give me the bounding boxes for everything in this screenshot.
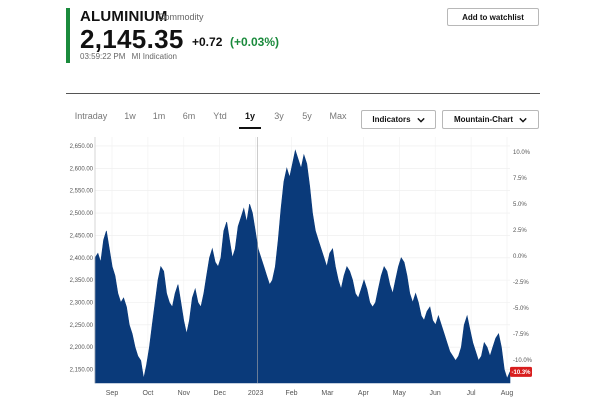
x-tick-label: Aug [501,390,514,397]
x-tick-label: 2023 [248,390,264,397]
y2-tick-label: 5.0% [513,202,527,208]
y-tick-label: 2,600.00 [70,166,94,172]
tab-6m[interactable]: 6m [182,111,196,121]
chart-type-dropdown[interactable]: Mountain-Chart [442,110,539,129]
price-change-absolute: +0.72 [192,35,223,49]
x-tick-label: Nov [178,390,191,397]
y-tick-label: 2,150.00 [70,368,94,374]
y2-tick-label: -2.5% [513,280,529,286]
y2-tick-label: -7.5% [513,332,529,338]
y2-tick-label: 2.5% [513,228,527,234]
tab-1y[interactable]: 1y [239,109,261,129]
tab-1m[interactable]: 1m [152,111,166,121]
chevron-down-icon [416,117,425,123]
y-tick-label: 2,250.00 [70,323,94,329]
y-tick-label: 2,400.00 [70,256,94,262]
y2-tick-label: 0.0% [513,254,527,260]
y-tick-label: 2,300.00 [70,300,94,306]
y2-tick-label: 7.5% [513,176,527,182]
tab-intraday[interactable]: Intraday [74,111,108,121]
timestamp-time: 03:59:22 PM [80,52,126,61]
tab-ytd[interactable]: Ytd [213,111,227,121]
x-tick-label: Sep [106,390,119,397]
price-timestamp: 03:59:22 PM MI Indication [80,52,177,61]
indicators-dropdown[interactable]: Indicators [361,110,436,129]
price-change-percent: (+0.03%) [230,35,280,49]
price-area [94,149,511,384]
y-tick-label: 2,550.00 [70,189,94,195]
current-change-badge [510,366,532,377]
chevron-down-icon [519,117,527,123]
accent-bar [66,8,70,63]
mountain-chart[interactable]: 2,650.00 2,600.00 2,550.00 2,500.00 2,450.00… [0,133,600,400]
y-tick-label: 2,350.00 [70,278,94,284]
indicators-label: Indicators [372,115,411,124]
x-tick-label: Dec [214,390,227,397]
tab-3y[interactable]: 3y [274,111,284,121]
current-price: 2,145.35 [80,24,184,54]
price-chart[interactable]: 2,650.00 2,600.00 2,550.00 2,500.00 2,450.00… [0,133,600,400]
y-tick-label: 2,500.00 [70,211,94,217]
y-tick-label: 2,650.00 [70,144,94,150]
header-divider [66,93,540,94]
y2-tick-label: 10.0% [513,150,531,156]
add-to-watchlist-button[interactable]: Add to watchlist [447,8,539,26]
timestamp-source: MI Indication [131,52,177,61]
commodity-title: ALUMINIUM [80,8,168,25]
current-change-label: -10.3% [511,370,531,376]
chart-type-label: Mountain-Chart [453,115,514,124]
x-tick-label: Jun [430,390,441,397]
x-tick-label: May [393,390,407,397]
tab-max[interactable]: Max [329,111,347,121]
x-tick-label: Oct [142,390,153,397]
x-tick-label: Apr [358,390,370,397]
tab-1w[interactable]: 1w [124,111,136,121]
x-tick-label: Jul [467,390,476,397]
y2-tick-label: -10.0% [513,358,533,364]
y-tick-label: 2,200.00 [70,345,94,351]
y2-tick-label: -5.0% [513,306,529,312]
x-tick-label: Mar [321,390,334,397]
x-tick-label: Feb [286,390,298,397]
commodity-subtitle: Commodity [158,12,204,22]
y-tick-label: 2,450.00 [70,233,94,239]
tab-5y[interactable]: 5y [302,111,312,121]
timeframe-tabs: Intraday 1w 1m 6m Ytd 1y 3y 5y Max [66,109,356,129]
